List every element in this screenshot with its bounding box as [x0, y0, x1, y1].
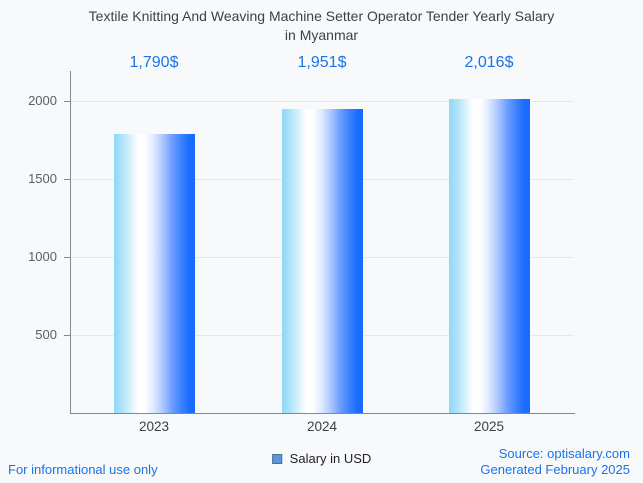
- chart-title: Textile Knitting And Weaving Machine Set…: [0, 7, 643, 45]
- source-block: Source: optisalary.com Generated Februar…: [480, 446, 630, 478]
- y-axis-tick-label: 1500: [28, 171, 57, 186]
- x-axis-label: 2024: [306, 419, 338, 434]
- y-axis-line: [70, 71, 71, 414]
- bar: [448, 99, 530, 413]
- y-axis-tick: [64, 257, 70, 258]
- legend-label: Salary in USD: [289, 451, 372, 466]
- y-axis-tick: [64, 179, 70, 180]
- y-axis-tick: [64, 101, 70, 102]
- bar: [113, 134, 195, 413]
- legend-marker-icon: [271, 453, 282, 464]
- generated-date: Generated February 2025: [480, 462, 630, 477]
- chart-title-line2: in Myanmar: [284, 27, 359, 43]
- y-axis-tick-label: 2000: [28, 93, 57, 108]
- y-axis-tick-label: 1000: [28, 249, 57, 264]
- bar-value-label: 2,016$: [464, 54, 514, 71]
- x-axis-label: 2023: [138, 419, 170, 434]
- bar: [281, 109, 363, 413]
- y-axis-tick: [64, 335, 70, 336]
- chart-title-line1: Textile Knitting And Weaving Machine Set…: [88, 8, 555, 24]
- bar-value-label: 1,951$: [297, 54, 347, 71]
- bar-value-label: 1,790$: [129, 54, 179, 71]
- x-axis-label: 2025: [473, 419, 505, 434]
- x-axis-line: [70, 413, 575, 414]
- gridline: [71, 101, 574, 102]
- source-link[interactable]: Source: optisalary.com: [498, 446, 630, 461]
- legend[interactable]: Salary in USD: [271, 451, 372, 466]
- y-axis-tick-label: 500: [35, 327, 57, 342]
- disclaimer-text: For informational use only: [8, 462, 158, 477]
